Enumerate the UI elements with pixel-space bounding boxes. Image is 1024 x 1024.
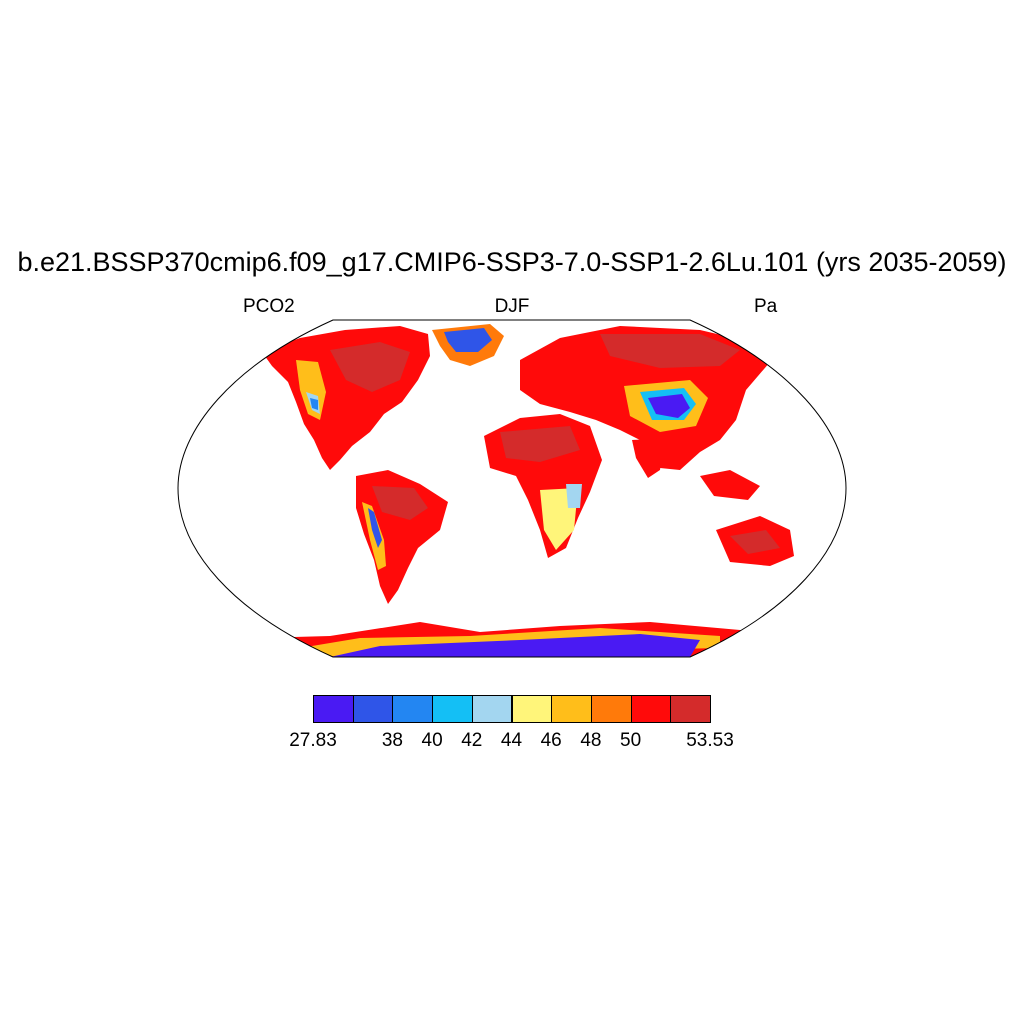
north-america-interior [330,342,410,392]
tibet-blue [648,394,690,418]
colorbar-swatch [670,695,711,723]
colorbar-swatch [630,695,672,723]
colorbar-swatch [590,695,632,723]
antarctica-ice [330,634,700,657]
colorbar-label: 27.83 [289,730,337,751]
colorbar-swatch [511,695,553,723]
sahara [500,426,580,462]
colorbar-label: 46 [540,730,562,751]
colorbar-label: 38 [381,730,403,751]
amazon [372,486,428,520]
colorbar-label: 40 [421,730,443,751]
rockies-blue [310,398,318,410]
east-africa-light [566,484,582,508]
colorbar-label: 53.53 [686,730,734,751]
units-label: Pa [754,296,778,317]
map-outline [177,319,847,658]
variable-label: PCO2 [243,296,295,317]
colorbar-swatch [392,695,434,723]
andes-blue [368,508,382,548]
greenland-ice [444,328,492,352]
colorbar-swatch [551,695,592,723]
season-label: DJF [494,296,530,317]
colorbar-swatch [352,695,394,723]
plot-title: b.e21.BSSP370cmip6.f09_g17.CMIP6-SSP3-7.… [17,247,1007,277]
australia-interior [730,530,780,554]
colorbar-label: 50 [620,730,642,751]
colorbar-swatch [313,695,354,723]
siberia [600,334,740,368]
colorbar-label: 48 [580,730,602,751]
colorbar-label: 42 [461,730,483,751]
se-asia [700,470,760,500]
india [632,438,664,478]
colorbar-swatch [432,695,473,723]
colorbar-swatch [471,695,513,723]
colorbar-label: 44 [500,730,523,751]
